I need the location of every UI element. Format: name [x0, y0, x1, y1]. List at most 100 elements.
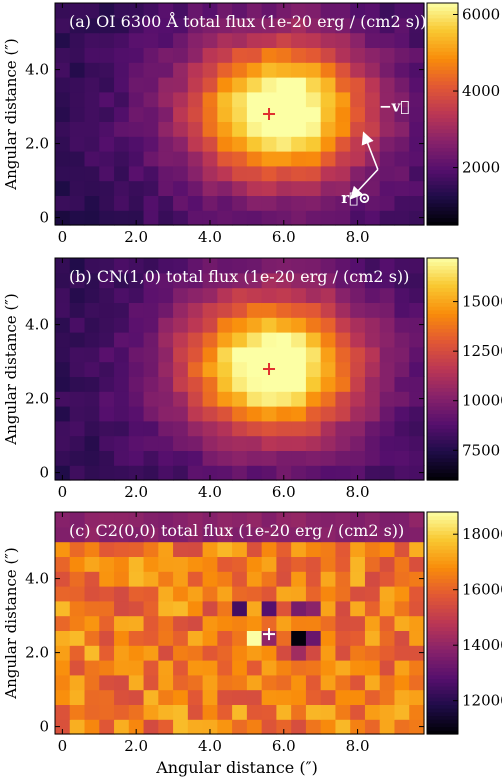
heatmap-cell	[291, 32, 307, 48]
colorbar-segment	[427, 468, 458, 474]
heatmap-cell	[128, 17, 145, 34]
heatmap-cell	[202, 346, 218, 363]
heatmap-cell	[246, 541, 263, 557]
heatmap-cell	[217, 3, 233, 19]
heatmap-cell	[276, 106, 292, 122]
heatmap-cell	[335, 450, 351, 466]
colorbar-segment	[427, 117, 458, 122]
heatmap-cell	[158, 77, 174, 93]
heatmap-cell	[261, 151, 277, 167]
heatmap-cell	[246, 556, 263, 572]
heatmap-cell	[69, 556, 86, 572]
heatmap-cell	[143, 512, 159, 528]
colorbar-segment	[427, 428, 458, 433]
heatmap-cell	[276, 47, 292, 63]
heatmap-cell	[350, 586, 366, 602]
heatmap-cell	[202, 512, 218, 528]
heatmap-cell	[217, 420, 233, 437]
heatmap-cell	[276, 512, 292, 528]
heatmap-cell	[202, 121, 218, 137]
colorbar-segment	[427, 597, 458, 602]
heatmap-cell	[409, 165, 425, 182]
heatmap-cell	[202, 32, 218, 48]
heatmap-cell	[84, 615, 100, 631]
heatmap-cell	[55, 600, 71, 617]
heatmap-cell	[291, 332, 307, 348]
heatmap-cell	[394, 151, 410, 167]
heatmap-cell	[69, 136, 86, 152]
colorbar-segment	[427, 298, 458, 303]
heatmap-cell	[55, 645, 71, 661]
heatmap-cell	[55, 435, 71, 451]
heatmap-cell	[394, 3, 410, 19]
heatmap-cell	[246, 317, 263, 333]
heatmap-cell	[291, 719, 307, 735]
heatmap-cell	[291, 512, 307, 528]
colorbar-segment	[427, 309, 458, 315]
heatmap-cell	[128, 121, 145, 137]
colorbar-segment	[427, 372, 458, 377]
heatmap-cell	[217, 106, 233, 122]
heatmap-cell	[99, 106, 115, 122]
heatmap-cell	[261, 77, 277, 93]
heatmap-cell	[246, 47, 263, 63]
heatmap-cell	[409, 435, 425, 451]
heatmap-cell	[305, 17, 322, 34]
heatmap-cell	[350, 450, 366, 466]
heatmap-cell	[379, 541, 396, 557]
heatmap-cell	[291, 526, 307, 543]
heatmap-cell	[394, 32, 410, 48]
heatmap-cell	[379, 106, 396, 122]
heatmap-cell	[320, 151, 337, 167]
heatmap-cell	[84, 195, 100, 211]
heatmap-cell	[305, 719, 322, 735]
heatmap-cell	[394, 106, 410, 122]
colorbar-segment	[427, 637, 458, 643]
heatmap-cell	[394, 615, 410, 631]
heatmap-cell	[276, 272, 292, 289]
heatmap-cell	[305, 62, 322, 78]
heatmap-cell	[143, 258, 159, 274]
heatmap-cell	[276, 615, 292, 631]
heatmap-cell	[187, 332, 204, 348]
heatmap-cell	[335, 420, 351, 437]
heatmap-cell	[305, 180, 322, 196]
colorbar-segment	[427, 645, 458, 650]
heatmap-cell	[409, 17, 425, 34]
heatmap-cell	[291, 435, 307, 451]
heatmap-cell	[335, 541, 351, 557]
colorbar-segment	[427, 708, 458, 713]
heatmap-cell	[84, 420, 100, 437]
heatmap-cell	[364, 346, 381, 363]
colorbar-segment	[427, 280, 458, 285]
heatmap-cell	[55, 17, 71, 34]
panel-title: (a) OI 6300 Å total flux (1e-20 erg / (c…	[69, 11, 426, 31]
heatmap-cell	[99, 556, 115, 572]
colorbar-segment	[427, 291, 458, 296]
heatmap-cell	[364, 77, 381, 93]
heatmap-cell	[276, 332, 292, 348]
heatmap-cells	[55, 258, 425, 481]
heatmap-cell	[99, 391, 115, 407]
heatmap-cell	[99, 435, 115, 451]
heatmap-cell	[305, 406, 322, 422]
heatmap-cell	[128, 465, 145, 481]
colorbar-segment	[427, 623, 458, 628]
heatmap-cell	[394, 435, 410, 451]
heatmap-cell	[202, 47, 218, 63]
heatmap-cell	[84, 600, 100, 617]
heatmap-cell	[202, 106, 218, 122]
heatmap-cell	[261, 195, 277, 211]
heatmap-cell	[84, 3, 100, 19]
heatmap-cell	[114, 630, 130, 646]
colorbar-segment	[427, 328, 458, 333]
heatmap-cell	[202, 586, 218, 602]
heatmap-cell	[69, 719, 86, 735]
heatmap-cell	[261, 719, 277, 735]
heatmap-cell	[202, 210, 218, 226]
colorbar-segment	[427, 47, 458, 52]
heatmap-cell	[320, 272, 337, 289]
heatmap-cell	[143, 77, 159, 93]
heatmap-cell	[379, 465, 396, 481]
y-tick-label: 0	[39, 464, 49, 482]
